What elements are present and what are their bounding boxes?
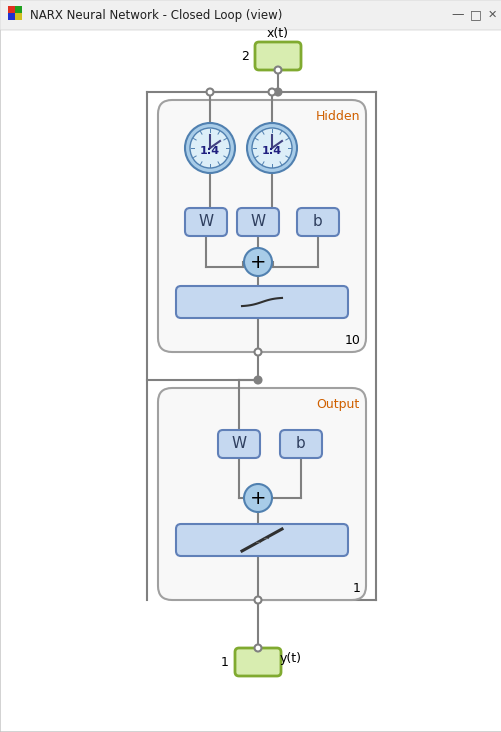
Text: □: □ xyxy=(469,9,481,21)
FancyBboxPatch shape xyxy=(158,388,365,600)
FancyBboxPatch shape xyxy=(0,0,501,30)
Text: W: W xyxy=(198,214,213,230)
Text: W: W xyxy=(250,214,265,230)
Circle shape xyxy=(254,376,261,384)
FancyBboxPatch shape xyxy=(236,208,279,236)
FancyBboxPatch shape xyxy=(158,100,365,352)
Text: x(t): x(t) xyxy=(267,26,289,40)
Bar xyxy=(8,6,15,13)
Text: +: + xyxy=(249,488,266,507)
Text: +: + xyxy=(249,253,266,272)
Text: 1:4: 1:4 xyxy=(199,146,219,156)
Text: W: W xyxy=(231,436,246,452)
Ellipse shape xyxy=(185,123,234,173)
Text: b: b xyxy=(296,436,305,452)
Ellipse shape xyxy=(243,484,272,512)
FancyBboxPatch shape xyxy=(217,430,260,458)
Text: NARX Neural Network - Closed Loop (view): NARX Neural Network - Closed Loop (view) xyxy=(30,9,282,21)
Text: ✕: ✕ xyxy=(486,10,495,20)
Circle shape xyxy=(189,128,229,168)
Circle shape xyxy=(274,89,281,95)
FancyBboxPatch shape xyxy=(234,648,281,676)
Bar xyxy=(15,6,22,13)
Text: —: — xyxy=(451,9,463,21)
Bar xyxy=(8,13,15,20)
Text: y(t): y(t) xyxy=(280,652,302,665)
Ellipse shape xyxy=(246,123,297,173)
FancyBboxPatch shape xyxy=(280,430,321,458)
Text: Hidden: Hidden xyxy=(315,110,359,123)
Text: 1: 1 xyxy=(220,655,228,668)
Text: 1: 1 xyxy=(352,582,360,595)
Text: b: b xyxy=(313,214,322,230)
FancyBboxPatch shape xyxy=(176,524,347,556)
Text: 2: 2 xyxy=(240,50,248,62)
Circle shape xyxy=(254,597,261,603)
Circle shape xyxy=(274,67,281,73)
Circle shape xyxy=(206,89,213,95)
Text: 1:4: 1:4 xyxy=(262,146,282,156)
FancyBboxPatch shape xyxy=(185,208,226,236)
Text: Output: Output xyxy=(316,398,359,411)
Circle shape xyxy=(268,89,275,95)
Bar xyxy=(15,13,22,20)
Ellipse shape xyxy=(243,248,272,276)
FancyBboxPatch shape xyxy=(297,208,338,236)
Circle shape xyxy=(254,644,261,651)
Text: 10: 10 xyxy=(345,334,360,347)
Circle shape xyxy=(254,348,261,356)
FancyBboxPatch shape xyxy=(255,42,301,70)
FancyBboxPatch shape xyxy=(176,286,347,318)
Circle shape xyxy=(252,128,292,168)
